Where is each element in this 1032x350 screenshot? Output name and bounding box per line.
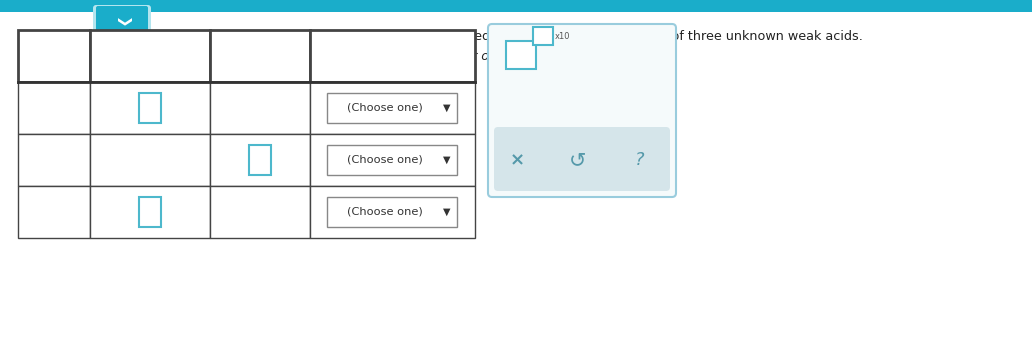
Text: (Choose one): (Choose one) [347, 207, 422, 217]
Text: (Choose one): (Choose one) [347, 103, 422, 113]
Text: A: A [50, 102, 58, 114]
Bar [209, 30, 310, 82]
Text: $\mathit{K}_a$: $\mathit{K}_a$ [140, 44, 160, 64]
Bar [209, 82, 310, 134]
FancyBboxPatch shape [93, 5, 151, 37]
FancyBboxPatch shape [488, 24, 676, 197]
Bar [18, 134, 90, 186]
Text: relative strength: relative strength [333, 49, 452, 63]
Text: Note: be sure each number you put in the table has the correct number of signifi: Note: be sure each number you put in the… [18, 50, 606, 63]
Text: B: B [50, 154, 59, 167]
FancyBboxPatch shape [327, 93, 457, 123]
Text: ▼: ▼ [443, 103, 450, 113]
Bar [310, 186, 475, 238]
Bar [90, 134, 209, 186]
Bar [310, 30, 475, 82]
Text: Complete the following table, which lists information about the measured acid di: Complete the following table, which list… [18, 30, 863, 43]
Bar [139, 93, 161, 123]
Text: ▼: ▼ [443, 207, 450, 217]
Bar [209, 186, 310, 238]
Text: (Choose one): (Choose one) [347, 155, 422, 165]
Text: ↺: ↺ [570, 150, 587, 170]
Bar [533, 27, 553, 45]
FancyBboxPatch shape [327, 197, 457, 227]
Bar [18, 30, 90, 82]
Bar [18, 186, 90, 238]
Bar [209, 134, 310, 186]
Bar [90, 186, 209, 238]
Text: x10: x10 [555, 32, 571, 41]
Text: 7.093: 7.093 [243, 102, 278, 114]
Text: 3.40: 3.40 [246, 205, 273, 218]
Text: ❯: ❯ [115, 17, 129, 29]
Bar [310, 82, 475, 134]
Text: ▼: ▼ [443, 155, 450, 165]
FancyBboxPatch shape [494, 127, 670, 191]
Text: p$\mathit{K}_a$: p$\mathit{K}_a$ [245, 43, 275, 64]
Bar [506, 41, 536, 69]
Text: C: C [50, 205, 59, 218]
FancyBboxPatch shape [96, 6, 148, 34]
Bar [310, 134, 475, 186]
FancyBboxPatch shape [327, 145, 457, 175]
Bar [18, 82, 90, 134]
Bar [90, 82, 209, 134]
Text: acid: acid [39, 49, 68, 63]
Text: ×: × [510, 151, 524, 169]
Text: $1.\times10^{-1}$: $1.\times10^{-1}$ [114, 151, 176, 167]
Bar [90, 30, 209, 82]
Bar [139, 197, 161, 227]
Bar [0, 0, 1032, 12]
Text: ?: ? [636, 151, 645, 169]
Bar [249, 145, 271, 175]
